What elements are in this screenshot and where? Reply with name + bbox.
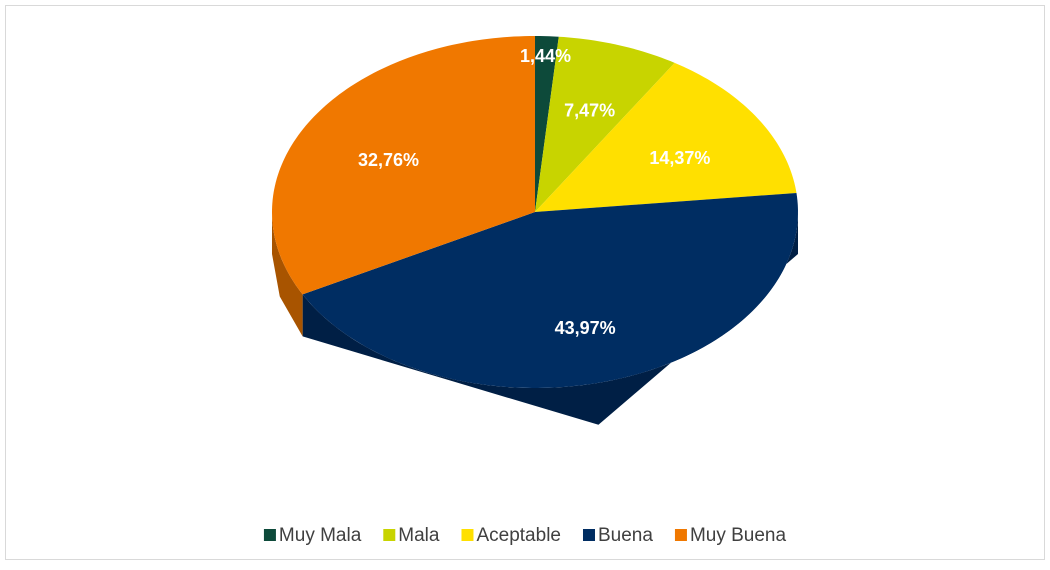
legend-swatch <box>263 529 276 541</box>
legend-label: Buena <box>598 525 653 546</box>
legend-item: Aceptable <box>461 525 561 546</box>
data-label: 32,76% <box>358 150 419 170</box>
legend-item: Muy Buena <box>674 525 787 546</box>
legend-label: Mala <box>398 525 440 546</box>
pie-slice <box>535 62 797 212</box>
data-label: 7,47% <box>564 100 615 120</box>
legend-swatch <box>674 529 687 541</box>
data-label: 43,97% <box>555 318 616 338</box>
data-label: 1,44% <box>520 46 571 66</box>
legend-label: Muy Mala <box>279 525 362 546</box>
legend: Muy Mala Mala Aceptable Buena Muy Buena <box>263 525 787 546</box>
data-label: 14,37% <box>649 148 710 168</box>
legend-item: Mala <box>383 525 440 546</box>
data-labels: 1,44% 7,47% 14,37% 43,97% 32,76% <box>358 46 710 338</box>
legend-label: Muy Buena <box>690 525 787 546</box>
pie-side <box>272 212 303 337</box>
legend-label: Aceptable <box>476 525 561 546</box>
pie-slice <box>302 192 798 388</box>
pie-slice <box>272 36 535 295</box>
legend-swatch <box>582 529 595 541</box>
legend-item: Buena <box>582 525 653 546</box>
pie-slice <box>535 36 559 212</box>
legend-swatch <box>461 529 474 541</box>
pie-tops <box>272 36 798 388</box>
pie-slice <box>535 36 675 212</box>
legend-swatch <box>383 529 396 541</box>
legend-item: Muy Mala <box>263 525 362 546</box>
pie-sides <box>272 212 798 425</box>
